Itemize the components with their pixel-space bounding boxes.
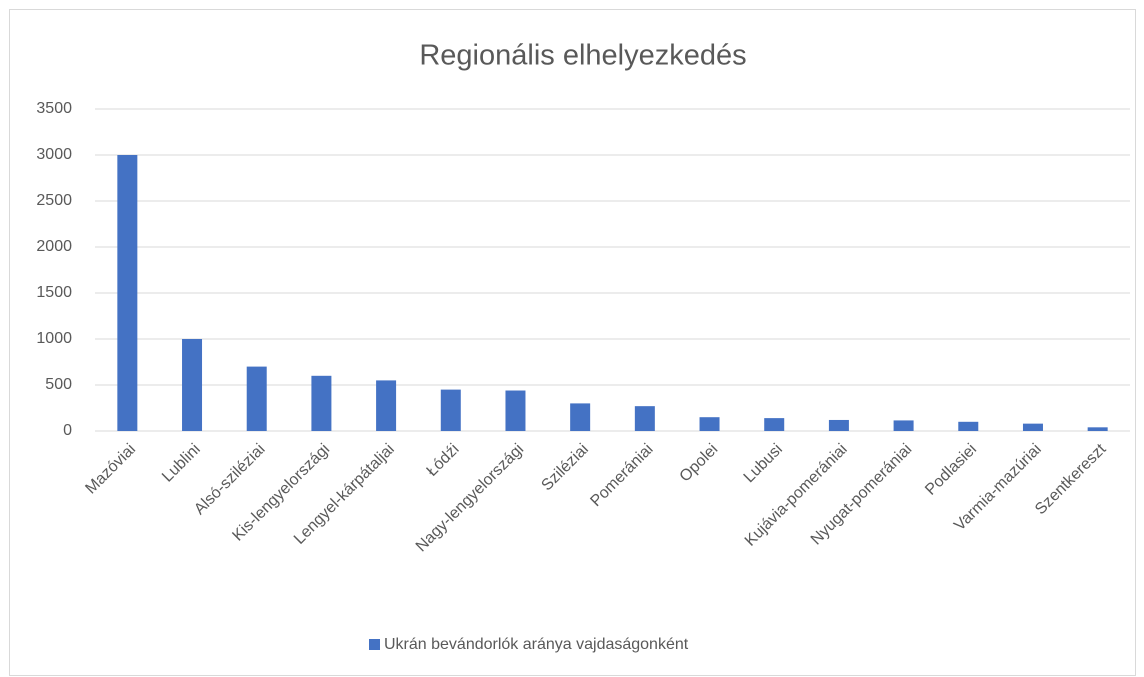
bar	[958, 421, 979, 431]
bar	[764, 418, 785, 431]
legend-swatch	[369, 639, 380, 650]
y-tick-label: 3500	[36, 100, 72, 117]
bar	[505, 390, 526, 431]
bar	[376, 380, 397, 431]
bar	[1022, 423, 1043, 431]
bar	[311, 375, 332, 431]
bar	[699, 417, 720, 431]
bar	[440, 389, 461, 431]
bar	[117, 155, 138, 431]
bar	[570, 403, 591, 431]
bar	[246, 366, 267, 431]
legend-label: Ukrán bevándorlók aránya vajdaságonként	[384, 636, 689, 653]
y-tick-label: 2500	[36, 192, 72, 209]
bar	[893, 420, 914, 431]
y-tick-label: 3000	[36, 146, 72, 163]
bar	[828, 419, 849, 431]
y-tick-label: 2000	[36, 238, 72, 255]
bar	[1087, 427, 1108, 431]
y-tick-label: 1500	[36, 284, 72, 301]
bar	[634, 406, 655, 431]
bar	[182, 339, 203, 431]
y-tick-label: 500	[45, 376, 72, 393]
y-tick-label: 0	[63, 422, 72, 439]
y-tick-label: 1000	[36, 330, 72, 347]
chart-title: Regionális elhelyezkedés	[419, 40, 746, 72]
